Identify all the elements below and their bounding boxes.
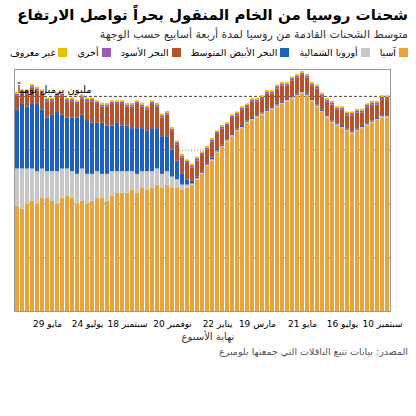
svg-text:24 يوليو: 24 يوليو <box>72 319 104 329</box>
html-text:نهاية الأسبوع: نهاية الأسبوع <box>181 331 235 342</box>
svg-text:10 سبتمبر: 10 سبتمبر <box>362 319 402 329</box>
html-text:آسيا: آسيا <box>379 47 396 58</box>
html-text:أخرى: أخرى <box>77 47 99 58</box>
html-text:البحر الأسود: البحر الأسود <box>120 47 169 58</box>
svg-text:21 مايو: 21 مايو <box>288 319 317 329</box>
svg-text:مليون برميل يومياً: مليون برميل يومياً <box>17 81 91 94</box>
html-text:غير معروف: غير معروف <box>10 47 56 58</box>
svg-text:18 سبتمبر: 18 سبتمبر <box>107 319 147 329</box>
svg-text:19 مارس: 19 مارس <box>239 319 276 329</box>
html-text:أوروبا الشمالية: أوروبا الشمالية <box>299 47 358 58</box>
svg-text:16 يوليو: 16 يوليو <box>327 319 359 329</box>
html-text:المصدر: بيانات تتبع الناقلات ا: المصدر: بيانات تتبع الناقلات التي جمعتها… <box>219 346 408 357</box>
html-text:شحنات روسيا من الخام المنقول ب: شحنات روسيا من الخام المنقول بحراً تواصل… <box>17 6 408 24</box>
svg-text:20 نوفمبر: 20 نوفمبر <box>153 319 192 329</box>
svg-text:29 مايو: 29 مايو <box>33 319 62 329</box>
html-text:البحر الأبيض المتوسط: البحر الأبيض المتوسط <box>190 47 278 58</box>
svg-text:22 يناير: 22 يناير <box>203 319 233 329</box>
html-text:متوسط الشحنات القادمة من روسيا: متوسط الشحنات القادمة من روسيا لمدة أربع… <box>99 28 408 41</box>
